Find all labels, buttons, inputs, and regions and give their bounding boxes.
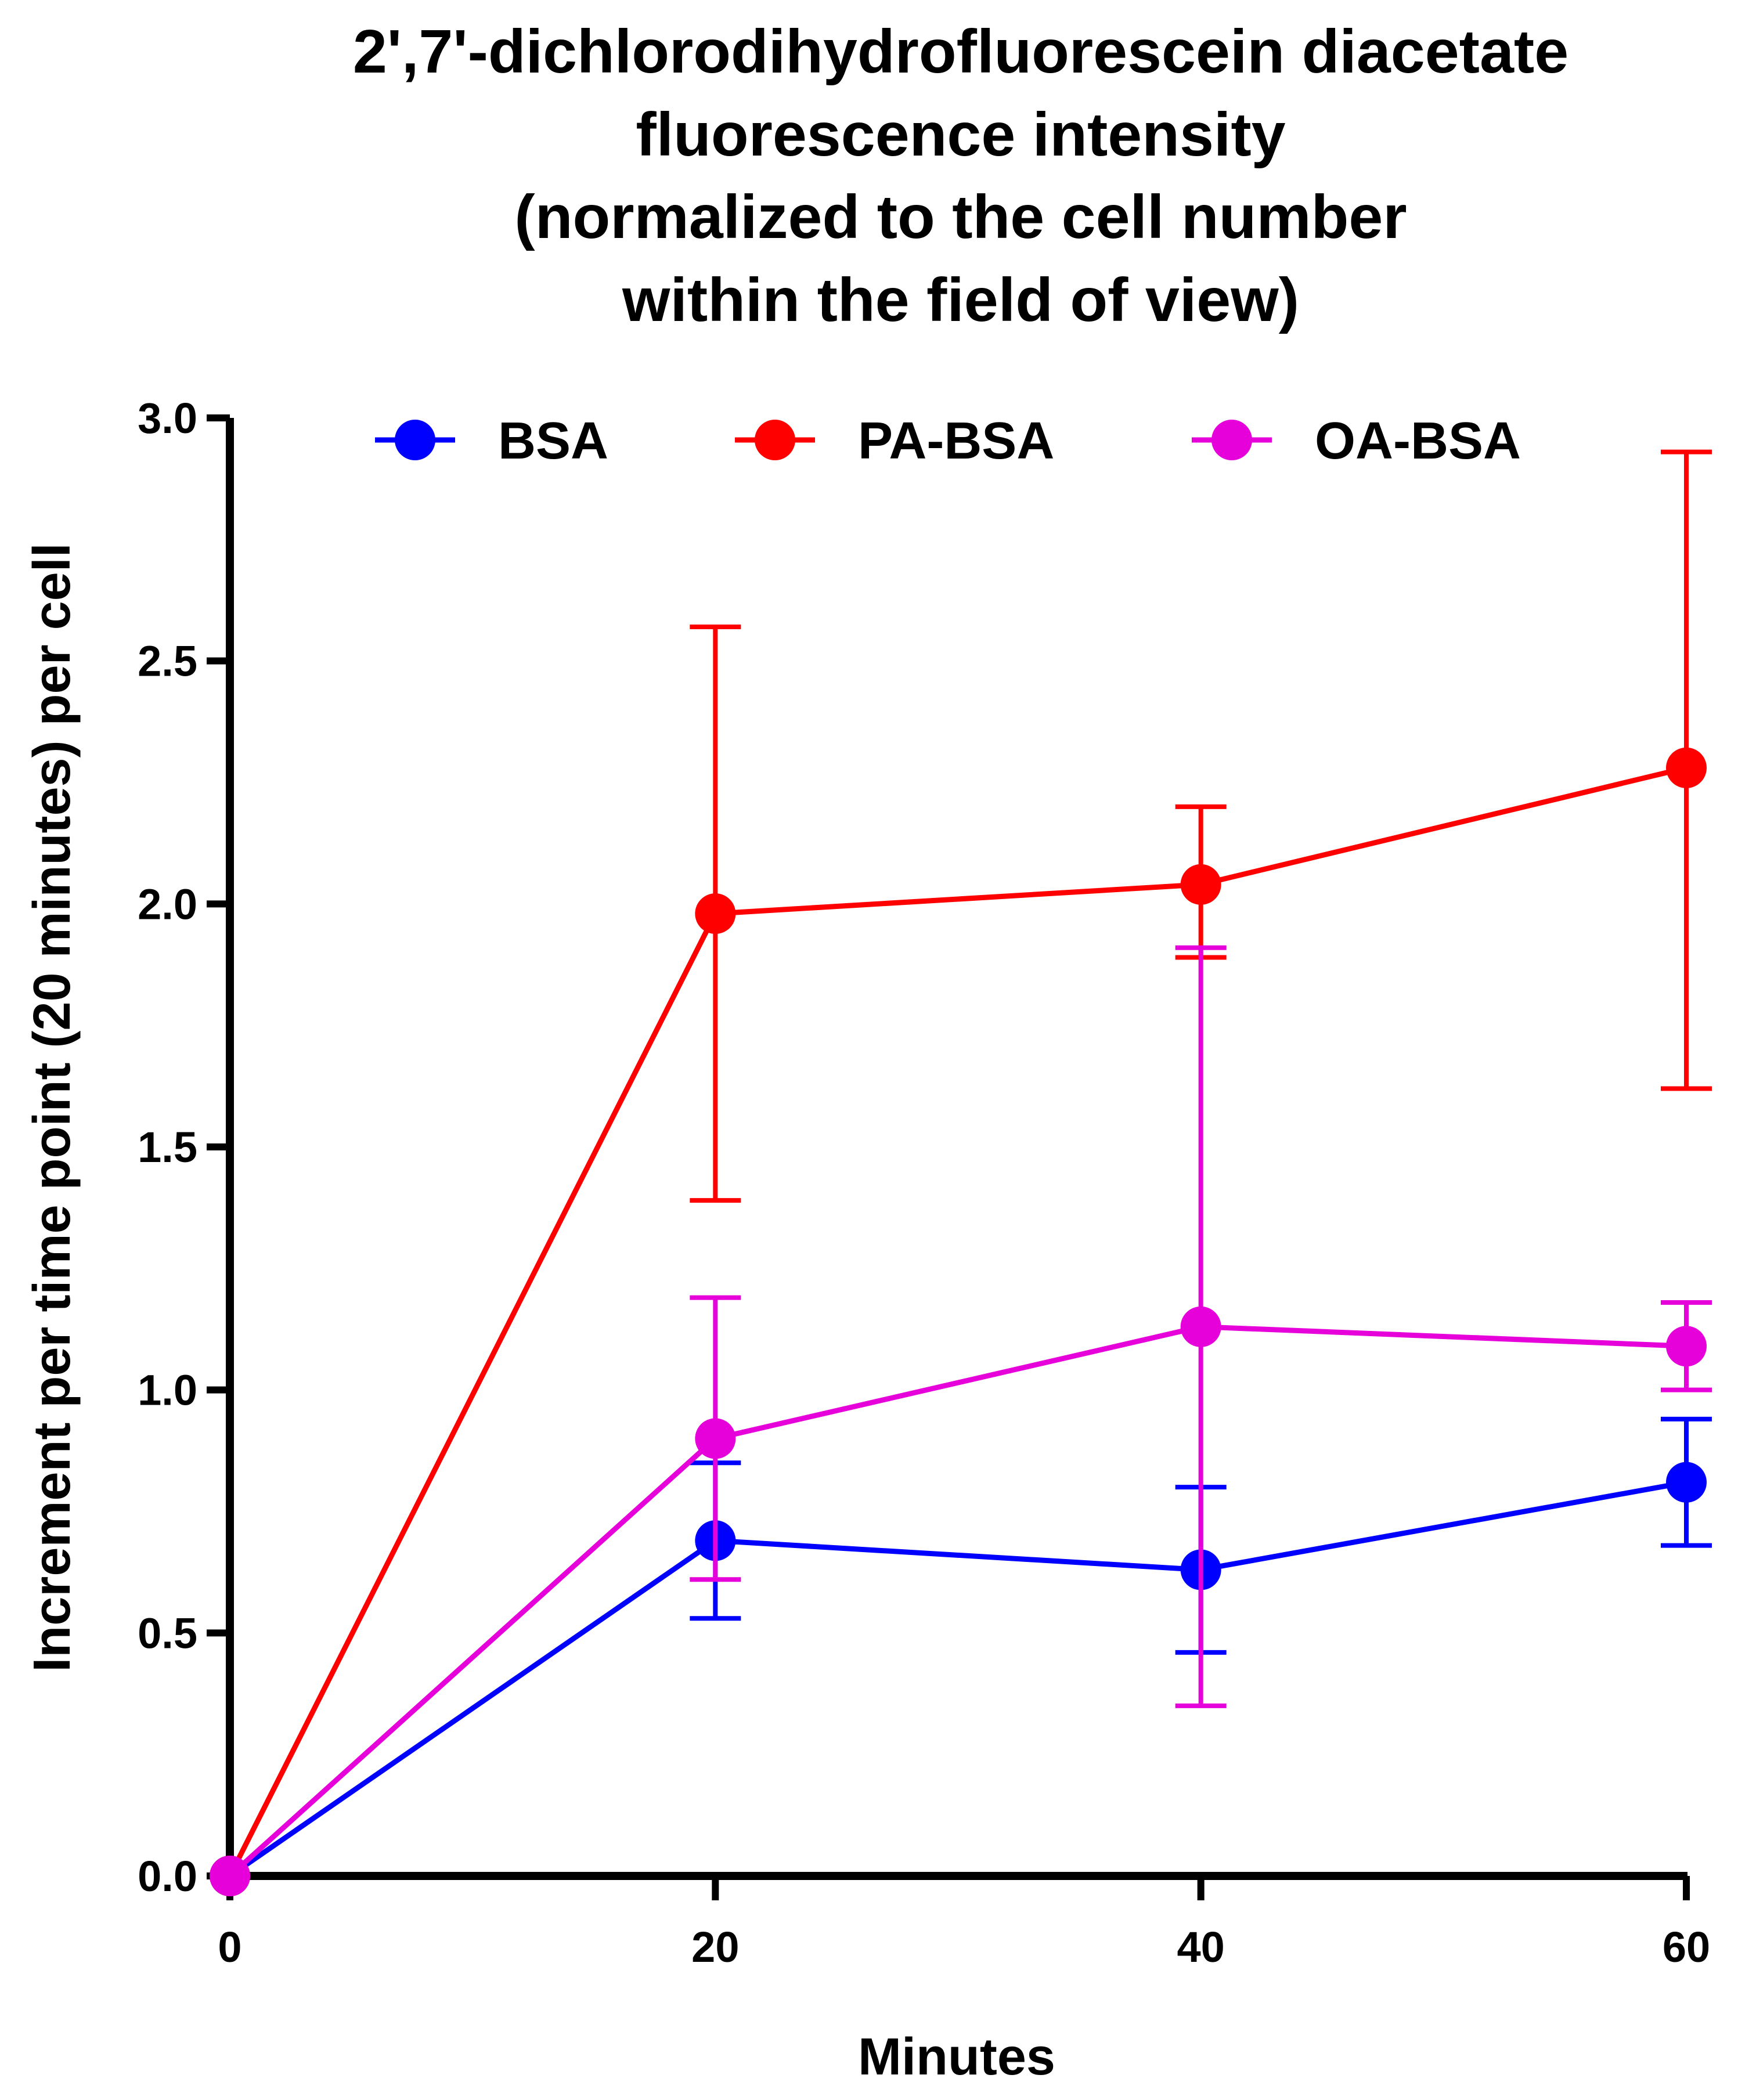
title-line-1: 2',7'-dichlorodihydrofluorescein diaceta…	[353, 17, 1568, 86]
legend-label-pa-bsa: PA-BSA	[858, 412, 1054, 470]
x-tick-label: 40	[1177, 1923, 1225, 1971]
data-point-oa-bsa	[1666, 1326, 1707, 1367]
legend-item-bsa: BSA	[375, 412, 608, 470]
data-point-pa-bsa	[1180, 864, 1221, 905]
chart-title: 2',7'-dichlorodihydrofluorescein diaceta…	[353, 17, 1568, 334]
legend-item-pa-bsa: PA-BSA	[735, 412, 1054, 470]
data-point-oa-bsa	[695, 1418, 736, 1459]
series-pa-bsa	[210, 449, 1712, 1896]
title-line-4: within the field of view)	[622, 266, 1299, 334]
y-tick-label: 1.5	[138, 1123, 197, 1171]
series-line-oa-bsa	[228, 1324, 1687, 1878]
x-ticks: 0 20 40 60	[218, 1876, 1710, 1971]
legend: BSA PA-BSA OA-BSA	[375, 412, 1521, 470]
data-point-oa-bsa	[210, 1856, 250, 1896]
legend-label-oa-bsa: OA-BSA	[1315, 412, 1521, 470]
x-tick-label: 0	[218, 1923, 241, 1971]
series-oa-bsa	[210, 945, 1712, 1896]
axes	[226, 418, 1687, 1880]
y-tick-label: 1.0	[138, 1366, 197, 1415]
data-point-pa-bsa	[695, 893, 736, 934]
series-line-pa-bsa	[227, 765, 1687, 1878]
legend-marker-pa-bsa	[755, 420, 795, 460]
series-bsa	[210, 1416, 1712, 1896]
x-tick-label: 20	[691, 1923, 739, 1971]
y-axis-label: Increment per time point (20 minutes) pe…	[23, 543, 81, 1672]
legend-marker-oa-bsa	[1211, 420, 1252, 460]
x-axis-label: Minutes	[858, 2028, 1055, 2086]
title-line-2: fluorescence intensity	[636, 100, 1285, 169]
data-point-oa-bsa	[1180, 1306, 1221, 1347]
legend-item-oa-bsa: OA-BSA	[1192, 412, 1521, 470]
data-point-pa-bsa	[1666, 747, 1707, 788]
y-ticks: 0.0 0.5 1.0 1.5 2.0 2.5 3.0	[138, 394, 230, 1900]
y-tick-label: 0.0	[138, 1852, 197, 1900]
y-tick-label: 2.0	[138, 880, 197, 928]
y-tick-label: 3.0	[138, 394, 197, 442]
legend-label-bsa: BSA	[498, 412, 608, 470]
series-line-bsa	[228, 1480, 1687, 1878]
series-layer	[210, 449, 1712, 1896]
legend-marker-bsa	[395, 420, 435, 460]
title-line-3: (normalized to the cell number	[514, 183, 1407, 251]
y-tick-label: 2.5	[138, 637, 197, 685]
data-point-bsa	[1666, 1462, 1707, 1503]
y-tick-label: 0.5	[138, 1609, 197, 1657]
x-tick-label: 60	[1663, 1923, 1710, 1971]
